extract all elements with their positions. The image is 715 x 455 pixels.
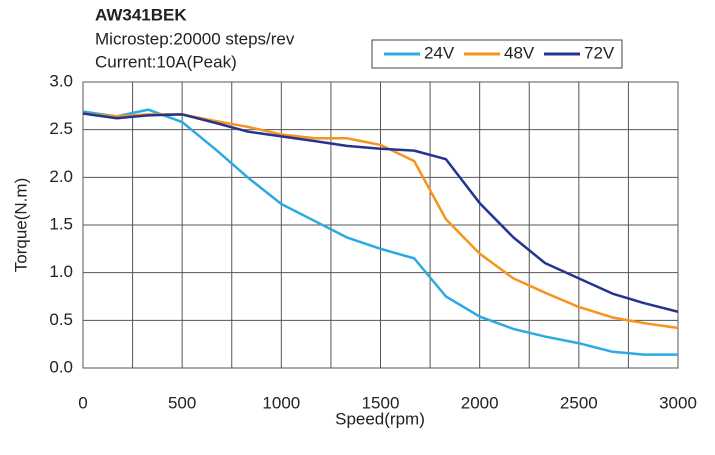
- y-tick-label: 3.0: [49, 71, 73, 90]
- x-tick-label: 2500: [560, 393, 598, 412]
- subtitle: Current:10A(Peak): [95, 52, 237, 71]
- x-tick-label: 3000: [659, 393, 697, 412]
- x-tick-label: 2000: [461, 393, 499, 412]
- chart-title: AW341BEK: [95, 5, 187, 24]
- x-tick-label: 1000: [262, 393, 300, 412]
- legend-label: 48V: [504, 43, 535, 62]
- y-tick-label: 1.0: [49, 262, 73, 281]
- x-axis-label: Speed(rpm): [335, 409, 425, 428]
- y-tick-label: 0.5: [49, 310, 73, 329]
- y-tick-label: 0.0: [49, 357, 73, 376]
- y-tick-label: 1.5: [49, 214, 73, 233]
- legend-label: 24V: [424, 43, 455, 62]
- series-line: [82, 108, 678, 356]
- y-tick-label: 2.5: [49, 119, 73, 138]
- y-tick-label: 2.0: [49, 167, 73, 186]
- x-tick-label: 500: [168, 393, 196, 412]
- legend-label: 72V: [584, 43, 615, 62]
- x-tick-label: 1500: [362, 393, 400, 412]
- subtitle: Microstep:20000 steps/rev: [95, 29, 295, 48]
- y-axis-label: Torque(N.m): [11, 178, 30, 272]
- series-line: [82, 112, 679, 313]
- plot-frame: [82, 81, 679, 369]
- x-tick-label: 0: [78, 393, 87, 412]
